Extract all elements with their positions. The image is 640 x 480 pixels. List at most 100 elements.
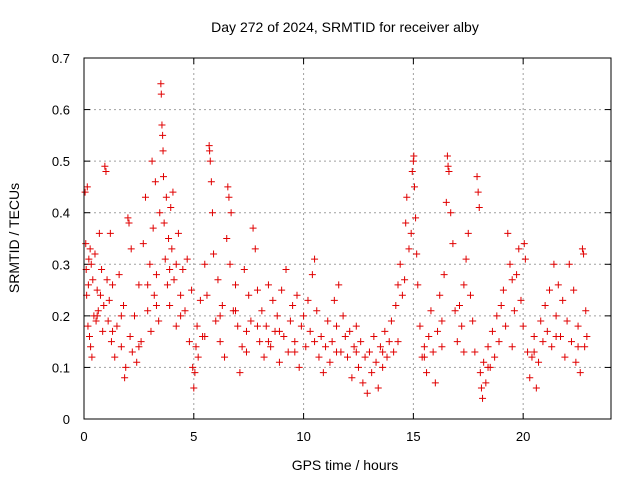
x-tick-label: 0 xyxy=(80,429,87,444)
data-point xyxy=(444,162,452,170)
data-point xyxy=(445,167,453,175)
data-point xyxy=(475,204,483,212)
data-point xyxy=(464,229,472,237)
data-point xyxy=(401,276,409,284)
data-point xyxy=(548,343,556,351)
data-point xyxy=(311,338,319,346)
data-point xyxy=(315,353,323,361)
data-point xyxy=(106,229,114,237)
data-point xyxy=(159,131,167,139)
data-point xyxy=(530,332,538,340)
data-point xyxy=(326,358,334,366)
data-point xyxy=(168,245,176,253)
data-point xyxy=(158,121,166,129)
data-point xyxy=(387,317,395,325)
data-point xyxy=(359,379,367,387)
data-point xyxy=(381,327,389,335)
data-point xyxy=(260,353,268,361)
data-point xyxy=(443,152,451,160)
data-point xyxy=(306,327,314,335)
data-point xyxy=(221,353,229,361)
data-point xyxy=(131,312,139,320)
data-point xyxy=(526,374,534,382)
data-point xyxy=(491,353,499,361)
data-point xyxy=(249,224,257,232)
data-point xyxy=(179,265,187,273)
data-point xyxy=(466,291,474,299)
data-point xyxy=(451,307,459,315)
data-point xyxy=(105,296,113,304)
chart-title: Day 272 of 2024, SRMTID for receiver alb… xyxy=(211,19,479,35)
data-point xyxy=(578,245,586,253)
data-point xyxy=(172,260,180,268)
data-point xyxy=(379,363,387,371)
data-point xyxy=(561,353,569,361)
data-point xyxy=(447,209,455,217)
grid xyxy=(84,58,611,419)
data-point xyxy=(473,173,481,181)
data-point xyxy=(502,322,510,330)
data-point xyxy=(427,307,435,315)
data-point xyxy=(402,219,410,227)
data-point xyxy=(313,307,321,315)
data-point xyxy=(436,291,444,299)
data-point xyxy=(423,369,431,377)
data-point xyxy=(508,343,516,351)
data-point xyxy=(267,343,275,351)
data-point xyxy=(207,178,215,186)
data-point xyxy=(278,286,286,294)
data-point xyxy=(458,322,466,330)
data-point xyxy=(532,384,540,392)
data-point xyxy=(273,312,281,320)
data-point xyxy=(163,281,171,289)
data-point xyxy=(170,276,178,284)
data-point xyxy=(550,260,558,268)
data-point xyxy=(194,353,202,361)
data-point xyxy=(146,260,154,268)
data-point xyxy=(100,302,108,310)
data-point xyxy=(201,260,209,268)
data-point xyxy=(403,193,411,201)
data-point xyxy=(567,338,575,346)
data-point xyxy=(570,286,578,294)
data-point xyxy=(191,369,199,377)
data-point xyxy=(161,255,169,263)
data-point xyxy=(82,240,90,248)
axis-ticks: 0 0.1 0.2 0.3 0.4 0.5 0.6 0.7 0 5 10 15 20 xyxy=(52,51,611,444)
data-point xyxy=(156,209,164,217)
data-point xyxy=(121,374,129,382)
data-point xyxy=(172,322,180,330)
data-point xyxy=(495,338,503,346)
data-point xyxy=(398,291,406,299)
data-point xyxy=(493,312,501,320)
data-point xyxy=(368,369,376,377)
data-point xyxy=(256,338,264,346)
data-point xyxy=(128,348,136,356)
data-point xyxy=(264,338,272,346)
data-point xyxy=(350,343,358,351)
data-point xyxy=(117,312,125,320)
data-point xyxy=(581,343,589,351)
y-tick-label: 0.6 xyxy=(52,103,70,118)
data-point xyxy=(139,240,147,248)
data-point xyxy=(530,348,538,356)
data-point xyxy=(322,343,330,351)
data-point xyxy=(152,271,160,279)
data-point xyxy=(484,363,492,371)
data-point xyxy=(506,260,514,268)
y-tick-label: 0.4 xyxy=(52,206,70,221)
data-point xyxy=(363,389,371,397)
data-point xyxy=(234,322,242,330)
data-point xyxy=(185,338,193,346)
data-point xyxy=(289,302,297,310)
data-point xyxy=(405,245,413,253)
data-point xyxy=(546,286,554,294)
data-point xyxy=(510,307,518,315)
data-point xyxy=(412,214,420,222)
data-point xyxy=(535,358,543,366)
data-point xyxy=(188,286,196,294)
data-point xyxy=(162,193,170,201)
data-point xyxy=(190,384,198,392)
data-point xyxy=(324,317,332,325)
data-point xyxy=(177,291,185,299)
